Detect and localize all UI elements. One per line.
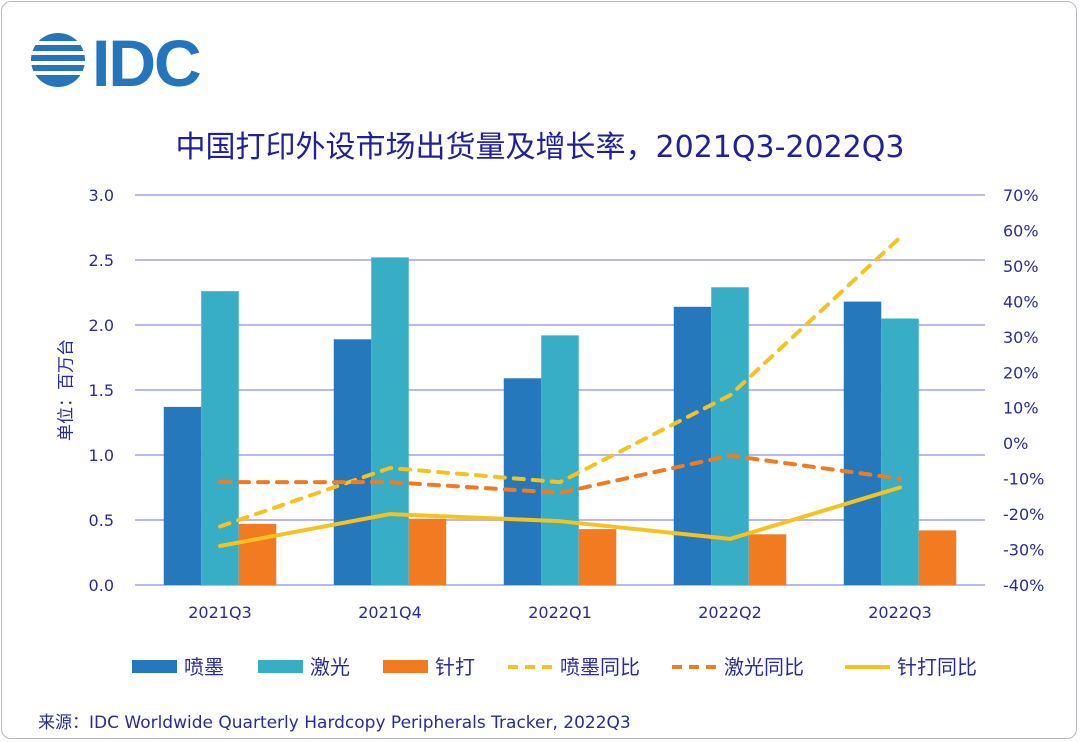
bar-3 [578, 529, 617, 585]
bar-1 [333, 339, 372, 585]
chart-title: 中国打印外设市场出货量及增长率，2021Q3-2022Q3 [175, 130, 905, 165]
bar-3 [748, 534, 787, 585]
legend-label: 激光 [310, 655, 350, 679]
y2-tick-label: -10% [1003, 470, 1044, 489]
y2-tick-label: -40% [1003, 576, 1044, 595]
bar-2 [201, 291, 239, 585]
y2-tick-label: 60% [1003, 221, 1039, 240]
y-tick-label: 3.0 [89, 186, 114, 205]
bar-3 [238, 523, 277, 585]
x-tick-label: 2021Q3 [188, 603, 252, 622]
legend-swatch [383, 660, 428, 673]
y2-tick-label: 10% [1003, 399, 1039, 418]
line-series-3 [218, 485, 902, 548]
source-note: 来源：IDC Worldwide Quarterly Hardcopy Peri… [38, 713, 631, 733]
legend-swatch [258, 660, 303, 673]
y-tick-label: 0.0 [89, 576, 114, 595]
y-tick-label: 1.0 [89, 446, 114, 465]
line-series-2 [218, 453, 902, 495]
y2-tick-label: 40% [1003, 292, 1039, 311]
y2-tick-label: -30% [1003, 541, 1044, 560]
legend-label: 针打同比 [897, 655, 977, 679]
y-tick-label: 2.0 [89, 316, 114, 335]
y2-tick-label: 50% [1003, 257, 1039, 276]
y2-tick-label: 70% [1003, 186, 1039, 205]
y-tick-label: 1.5 [89, 381, 114, 400]
y2-tick-label: 0% [1003, 434, 1028, 453]
bar-1 [163, 406, 202, 585]
bar-3 [408, 518, 447, 585]
x-tick-label: 2021Q4 [358, 603, 422, 622]
legend-label: 激光同比 [724, 655, 804, 679]
x-tick-label: 2022Q2 [698, 603, 762, 622]
line-series-1 [218, 235, 902, 529]
legend-label: 针打 [435, 655, 475, 679]
x-tick-label: 2022Q1 [528, 603, 592, 622]
y2-tick-label: 30% [1003, 328, 1039, 347]
y-axis-label: 单位：百万台 [56, 339, 77, 441]
y-tick-label: 2.5 [89, 251, 114, 270]
legend-swatch [132, 660, 177, 673]
x-tick-label: 2022Q3 [868, 603, 932, 622]
svg-text:IDC: IDC [92, 26, 200, 100]
bar-2 [881, 318, 919, 585]
idc-logo: IDC [28, 26, 202, 100]
legend-label: 喷墨 [184, 655, 224, 679]
y2-tick-label: -20% [1003, 505, 1044, 524]
bar-1 [843, 301, 882, 585]
legend-label: 喷墨同比 [560, 655, 640, 679]
bar-3 [918, 530, 957, 585]
bar-2 [541, 335, 579, 585]
y-tick-label: 0.5 [89, 511, 114, 530]
bar-1 [673, 306, 712, 585]
bar-2 [371, 257, 409, 585]
y2-tick-label: 20% [1003, 363, 1039, 382]
